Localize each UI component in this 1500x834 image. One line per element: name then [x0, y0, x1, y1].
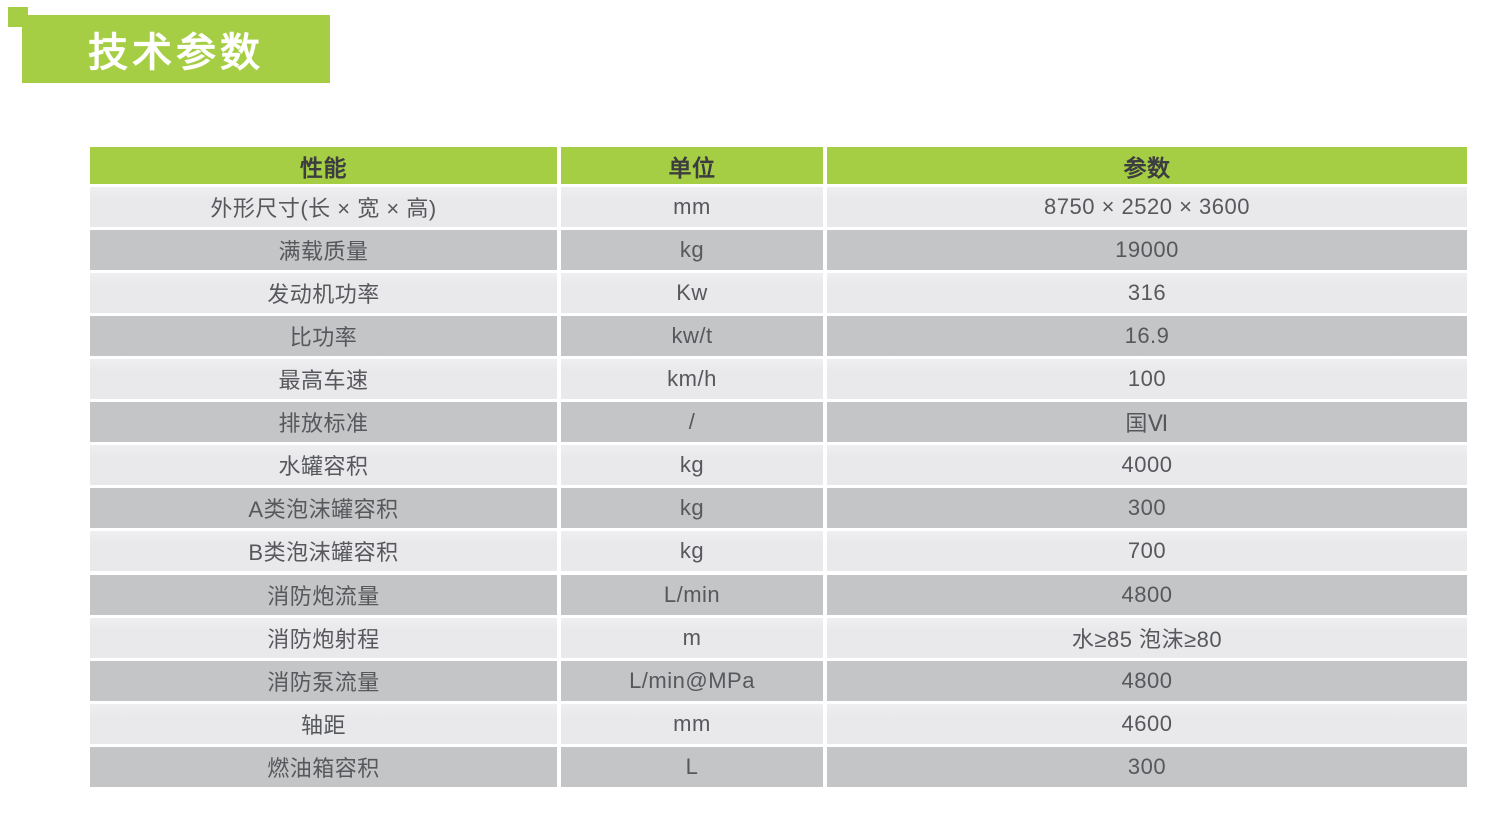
spec-name-cell: 发动机功率	[90, 273, 557, 313]
spec-name-cell: 燃油箱容积	[90, 747, 557, 787]
spec-name-cell: B类泡沫罐容积	[90, 531, 557, 571]
spec-unit-cell: Kw	[561, 273, 823, 313]
spec-value-cell: 国Ⅵ	[827, 402, 1467, 442]
spec-value-cell: 4800	[827, 661, 1467, 701]
spec-unit-cell: m	[561, 618, 823, 658]
table-row: B类泡沫罐容积 kg 700	[90, 531, 1467, 571]
table-row: 燃油箱容积 L 300	[90, 747, 1467, 787]
table-row: 满载质量 kg 19000	[90, 230, 1467, 270]
spec-value-cell: 300	[827, 488, 1467, 528]
spec-name-cell: 水罐容积	[90, 445, 557, 485]
spec-unit-cell: L/min@MPa	[561, 661, 823, 701]
spec-value-cell: 4800	[827, 575, 1467, 615]
spec-value-cell: 19000	[827, 230, 1467, 270]
spec-name-cell: 消防泵流量	[90, 661, 557, 701]
spec-value-cell: 8750 × 2520 × 3600	[827, 187, 1467, 227]
spec-unit-cell: kg	[561, 488, 823, 528]
table-body: 外形尺寸(长 × 宽 × 高) mm 8750 × 2520 × 3600 满载质量 k…	[90, 187, 1467, 787]
header-parameter: 参数	[827, 147, 1467, 184]
table-row: 消防炮流量 L/min 4800	[90, 575, 1467, 615]
spec-value-cell: 4600	[827, 704, 1467, 744]
spec-name-cell: 排放标准	[90, 402, 557, 442]
spec-name-cell: 比功率	[90, 316, 557, 356]
table-row: A类泡沫罐容积 kg 300	[90, 488, 1467, 528]
spec-value-cell: 700	[827, 531, 1467, 571]
spec-table: 性能 单位 参数 外形尺寸(长 × 宽 × 高) mm 8750 × 2520 × …	[90, 147, 1467, 790]
page-title: 技术参数	[88, 31, 264, 75]
spec-unit-cell: kg	[561, 445, 823, 485]
table-row: 排放标准 / 国Ⅵ	[90, 402, 1467, 442]
spec-unit-cell: L	[561, 747, 823, 787]
title-banner: 技术参数	[22, 15, 330, 83]
spec-name-cell: A类泡沫罐容积	[90, 488, 557, 528]
table-row: 消防泵流量 L/min@MPa 4800	[90, 661, 1467, 701]
table-row: 比功率 kw/t 16.9	[90, 316, 1467, 356]
table-row: 轴距 mm 4600	[90, 704, 1467, 744]
spec-unit-cell: mm	[561, 187, 823, 227]
spec-unit-cell: kw/t	[561, 316, 823, 356]
spec-unit-cell: mm	[561, 704, 823, 744]
header-unit: 单位	[561, 147, 823, 184]
spec-name-cell: 消防炮流量	[90, 575, 557, 615]
table-row: 水罐容积 kg 4000	[90, 445, 1467, 485]
spec-name-cell: 外形尺寸(长 × 宽 × 高)	[90, 187, 557, 227]
spec-value-cell: 4000	[827, 445, 1467, 485]
spec-unit-cell: L/min	[561, 575, 823, 615]
table-row: 消防炮射程 m 水≥85 泡沫≥80	[90, 618, 1467, 658]
spec-value-cell: 100	[827, 359, 1467, 399]
spec-unit-cell: kg	[561, 531, 823, 571]
spec-name-cell: 最高车速	[90, 359, 557, 399]
spec-unit-cell: km/h	[561, 359, 823, 399]
spec-unit-cell: /	[561, 402, 823, 442]
spec-name-cell: 满载质量	[90, 230, 557, 270]
table-row: 发动机功率 Kw 316	[90, 273, 1467, 313]
spec-name-cell: 轴距	[90, 704, 557, 744]
spec-name-cell: 消防炮射程	[90, 618, 557, 658]
header-performance: 性能	[90, 147, 557, 184]
spec-value-cell: 水≥85 泡沫≥80	[827, 618, 1467, 658]
spec-value-cell: 316	[827, 273, 1467, 313]
table-row: 外形尺寸(长 × 宽 × 高) mm 8750 × 2520 × 3600	[90, 187, 1467, 227]
table-header-row: 性能 单位 参数	[90, 147, 1467, 184]
spec-value-cell: 300	[827, 747, 1467, 787]
spec-unit-cell: kg	[561, 230, 823, 270]
table-row: 最高车速 km/h 100	[90, 359, 1467, 399]
spec-value-cell: 16.9	[827, 316, 1467, 356]
